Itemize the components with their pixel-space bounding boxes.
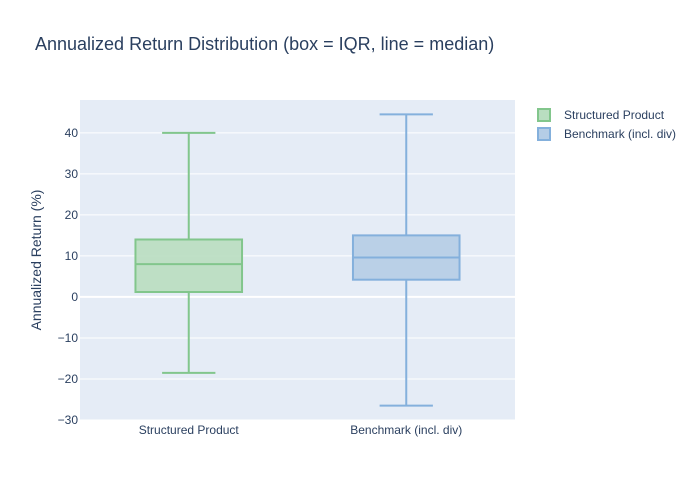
y-axis-title: Annualized Return (%) — [28, 190, 44, 331]
y-tick-label: −20 — [58, 372, 79, 386]
box-2[interactable] — [351, 113, 461, 407]
y-tick-label: −30 — [58, 413, 79, 427]
y-tick-label: 0 — [71, 290, 78, 304]
box-series — [134, 113, 461, 407]
y-tick-label: −10 — [58, 331, 79, 345]
legend-swatch — [537, 108, 551, 122]
legend-item-1[interactable]: Structured Product — [537, 108, 665, 122]
legend-item-2[interactable]: Benchmark (incl. div) — [537, 127, 676, 141]
legend-label: Structured Product — [564, 108, 665, 122]
legend-swatch — [537, 127, 551, 141]
x-tick-label: Benchmark (incl. div) — [350, 423, 462, 437]
y-tick-label: 40 — [65, 126, 79, 140]
legend[interactable]: Structured Product Benchmark (incl. div) — [537, 108, 676, 141]
gridlines — [80, 132, 515, 421]
chart-title: Annualized Return Distribution (box = IQ… — [35, 34, 494, 54]
y-tick-label: 30 — [65, 167, 79, 181]
legend-label: Benchmark (incl. div) — [564, 127, 676, 141]
x-axis-ticks: Structured Product Benchmark (incl. div) — [139, 423, 463, 437]
y-tick-label: 10 — [65, 249, 79, 263]
y-tick-label: 20 — [65, 208, 79, 222]
box-1[interactable] — [134, 131, 244, 374]
iqr-box — [134, 238, 244, 294]
y-axis-ticks: −30 −20 −10 0 10 20 30 40 — [58, 126, 79, 427]
x-tick-label: Structured Product — [139, 423, 240, 437]
